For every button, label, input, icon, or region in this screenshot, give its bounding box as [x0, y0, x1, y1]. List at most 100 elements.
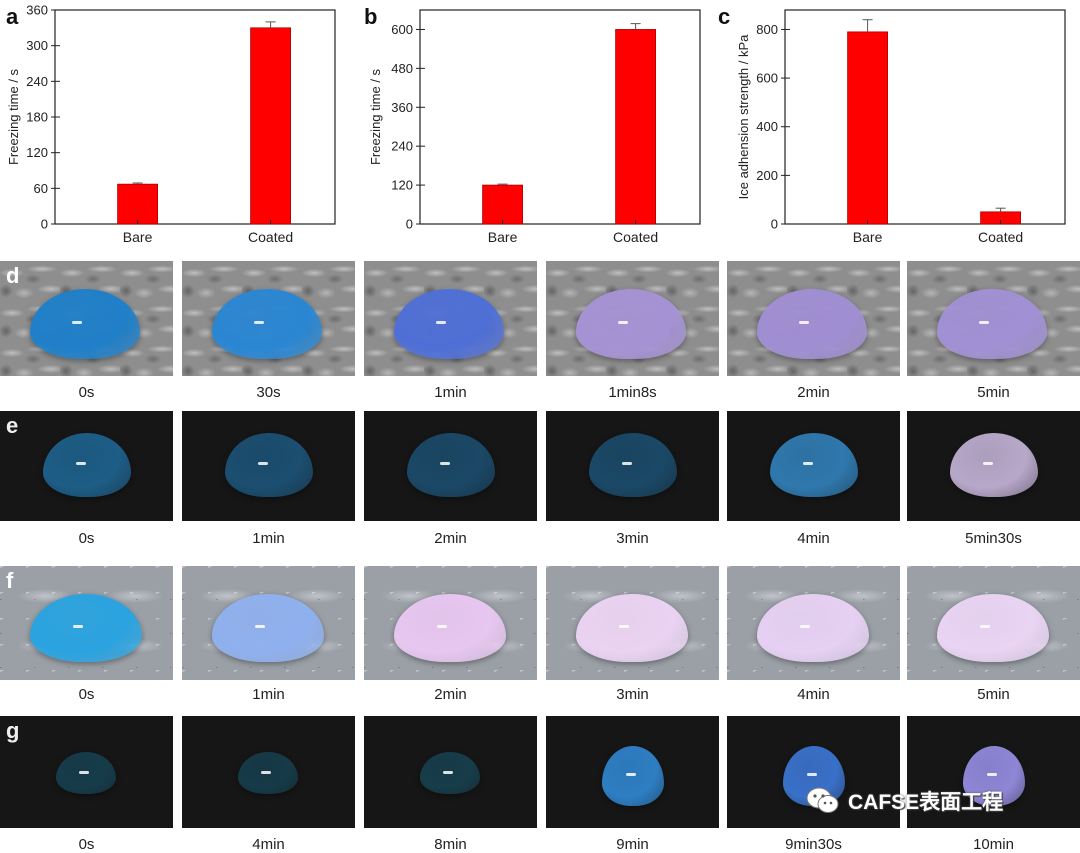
time-caption: 1min8s — [608, 384, 657, 401]
photo-f-5 — [727, 566, 900, 680]
y-tick-label: 60 — [34, 181, 48, 196]
reflection-highlight — [254, 624, 265, 628]
y-tick-label: 360 — [26, 3, 48, 18]
reflection-highlight — [440, 461, 451, 465]
photo-d-3 — [364, 261, 537, 376]
y-tick-label: 0 — [771, 217, 778, 232]
time-caption: 0s — [78, 530, 95, 547]
time-caption: 2min — [434, 530, 467, 547]
panel-letter: c — [718, 4, 730, 29]
droplet — [212, 594, 324, 662]
droplet — [589, 433, 677, 497]
photo-d-5 — [727, 261, 900, 376]
panel-letter-g: g — [6, 718, 20, 743]
y-axis-label: Freezing time / s — [6, 68, 21, 165]
panel-letter-e: e — [6, 413, 19, 438]
y-tick-label: 0 — [406, 217, 413, 232]
droplet — [43, 433, 131, 497]
photo-f-4 — [546, 566, 719, 680]
time-caption: 5min — [977, 384, 1010, 401]
chart-panel-a: a 0 60 120 180 240 300 360 Freezing time / s Bare… — [6, 3, 336, 245]
panel-letter: a — [6, 4, 19, 29]
reflection-highlight — [986, 773, 997, 776]
x-tick-label: Bare — [853, 229, 883, 245]
droplet — [394, 594, 506, 662]
y-axis-label: Ice adhension strength / kPa — [736, 34, 751, 200]
y-tick-label: 800 — [756, 22, 778, 37]
photo-g-6 — [907, 716, 1080, 828]
bar-coated — [615, 29, 656, 225]
y-tick-label: 240 — [391, 139, 413, 154]
photo-g-4 — [546, 716, 719, 828]
time-caption: 9min — [616, 836, 649, 853]
watermark-text: CAFSE表面工程 — [848, 791, 1004, 814]
photo-g-2 — [182, 716, 355, 828]
reflection-highlight — [253, 320, 264, 324]
y-tick-label: 0 — [41, 217, 48, 232]
droplet — [937, 289, 1047, 359]
reflection-highlight — [978, 320, 989, 324]
chart-panel-c: c 0 200 400 600 800 Ice adhension strength / k… — [718, 4, 1066, 245]
y-tick-label: 480 — [391, 61, 413, 76]
droplet — [576, 289, 686, 359]
reflection-highlight — [983, 461, 994, 465]
reflection-highlight — [798, 320, 809, 324]
time-caption: 2min — [434, 686, 467, 703]
panel-letter-d: d — [6, 263, 20, 288]
photo-d-2 — [182, 261, 355, 376]
time-caption: 0s — [78, 836, 95, 853]
time-caption: 8min — [434, 836, 467, 853]
y-tick-label: 180 — [26, 110, 48, 125]
photo-e-6 — [907, 411, 1080, 521]
plot-frame — [419, 9, 701, 225]
reflection-highlight — [442, 770, 453, 774]
time-caption: 1min — [252, 530, 285, 547]
reflection-highlight — [71, 320, 82, 324]
reflection-highlight — [979, 624, 990, 628]
wechat-icon — [806, 787, 840, 815]
time-caption: 4min — [797, 686, 830, 703]
y-tick-label: 300 — [26, 38, 48, 53]
chart-panel-b: b 0 120 240 360 480 600 Freezing time / s Bare Co… — [364, 4, 701, 245]
time-caption: 4min — [252, 836, 285, 853]
time-caption: 1min — [252, 686, 285, 703]
droplet — [602, 746, 664, 806]
time-caption: 3min — [616, 530, 649, 547]
photo-g-3 — [364, 716, 537, 828]
photo-e-5 — [727, 411, 900, 521]
y-tick-label: 120 — [26, 145, 48, 160]
reflection-highlight — [78, 770, 89, 774]
photo-f-6 — [907, 566, 1080, 680]
droplet — [576, 594, 688, 662]
time-caption: 3min — [616, 686, 649, 703]
photo-g-1 — [0, 716, 173, 828]
time-caption: 5min30s — [965, 530, 1022, 547]
plot-frame — [54, 9, 336, 225]
watermark: CAFSE表面工程 — [806, 784, 1003, 818]
y-tick-label: 240 — [26, 74, 48, 89]
plot-frame — [784, 9, 1066, 225]
droplet — [30, 594, 142, 662]
reflection-highlight — [803, 461, 814, 465]
droplet — [757, 289, 867, 359]
y-tick-label: 400 — [756, 119, 778, 134]
bar-bare — [482, 184, 524, 225]
panel-letter-f: f — [6, 568, 14, 593]
photo-d-4 — [546, 261, 719, 376]
reflection-highlight — [435, 320, 446, 324]
photo-d-1 — [0, 261, 173, 376]
droplet — [225, 433, 313, 497]
reflection-highlight — [622, 461, 633, 465]
time-caption: 0s — [78, 686, 95, 703]
droplet — [950, 433, 1038, 497]
x-tick-label: Coated — [248, 229, 293, 245]
bar-coated — [250, 27, 292, 225]
x-tick-label: Bare — [123, 229, 153, 245]
y-tick-label: 600 — [756, 71, 778, 86]
droplet — [757, 594, 869, 662]
y-tick-label: 200 — [756, 168, 778, 183]
panel-letter: b — [364, 4, 377, 29]
reflection-highlight — [258, 461, 269, 465]
y-tick-label: 120 — [391, 178, 413, 193]
y-tick-label: 600 — [391, 22, 413, 37]
